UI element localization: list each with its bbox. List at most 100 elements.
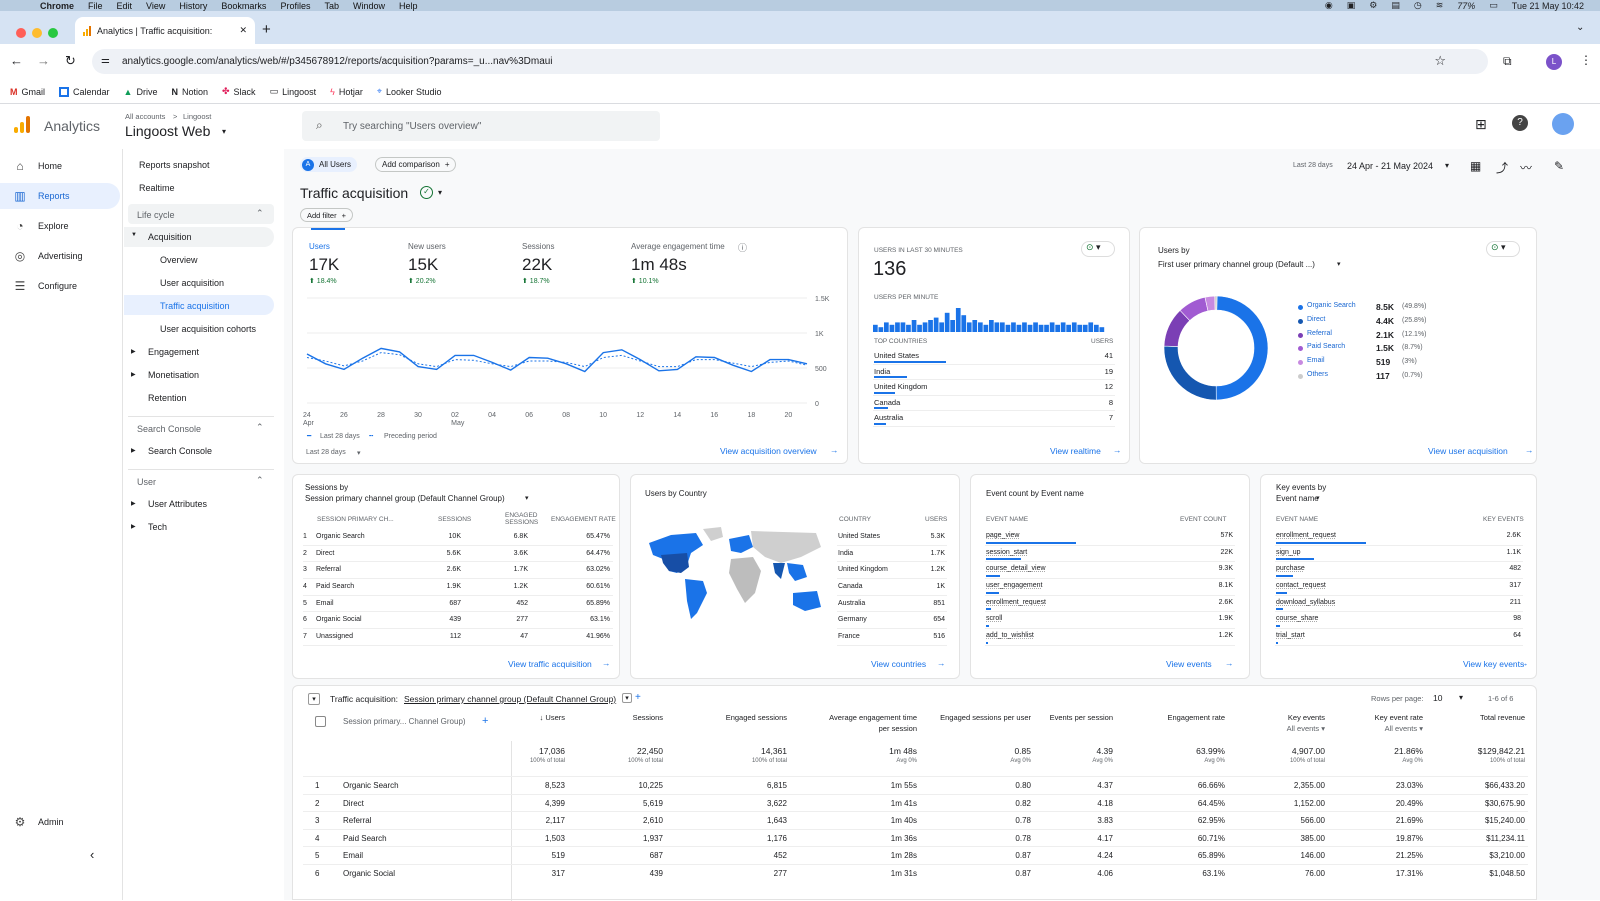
subnav-realtime[interactable]: Realtime — [139, 183, 175, 193]
extensions-icon[interactable]: ⧉ — [1503, 54, 1512, 68]
minimize-window-button[interactable] — [32, 28, 42, 38]
property-dropdown-icon[interactable]: ▾ — [222, 127, 227, 136]
arrow-right-icon[interactable]: → — [602, 658, 611, 668]
metric-tab[interactable]: Users 17K ⬆ 18.4% — [309, 242, 419, 288]
breadcrumb-account[interactable]: Lingoost — [183, 112, 212, 121]
sessions-row[interactable]: 3 Referral 2.6K 1.7K 63.02% — [303, 562, 613, 580]
key-event-row[interactable]: enrollment_request 2.6K — [1275, 529, 1523, 546]
country-row[interactable]: Australia 851 — [837, 596, 947, 613]
arrow-right-icon[interactable]: → — [1113, 445, 1122, 455]
subnav-monetisation[interactable]: Monetisation — [148, 370, 200, 380]
title-status-check-icon[interactable]: ✓ — [420, 186, 433, 199]
bookmark-calendar[interactable]: Calendar — [59, 86, 110, 97]
table-row[interactable]: 2 Direct 4,399 5,619 3,622 1m 41s 0.82 4.18 64.4… — [303, 793, 1528, 812]
menu-profiles[interactable]: Profiles — [280, 0, 311, 11]
sessions-row[interactable]: 5 Email 687 452 65.89% — [303, 596, 613, 613]
view-traffic-acquisition-link[interactable]: View traffic acquisition — [508, 659, 592, 669]
arrow-right-icon[interactable]: → — [1520, 658, 1529, 668]
column-header[interactable]: Key events All events ▾ — [1233, 712, 1325, 734]
help-circle-icon[interactable]: ⓘ — [738, 243, 748, 253]
bookmark-slack[interactable]: ✤ Slack — [222, 86, 256, 97]
column-header[interactable]: Engagement rate — [1133, 712, 1225, 723]
view-events-link[interactable]: View events — [1166, 659, 1212, 669]
menu-file[interactable]: File — [88, 0, 103, 11]
column-header[interactable]: Key event rate All events ▾ — [1331, 712, 1423, 734]
subnav-reports-snapshot[interactable]: Reports snapshot — [139, 160, 210, 170]
subnav-search-console[interactable]: Search Console — [148, 446, 213, 456]
clock[interactable]: Tue 21 May 10:42 — [1511, 0, 1584, 11]
customize-report-icon[interactable]: ▦ — [1470, 159, 1482, 173]
metric-tab[interactable]: Sessions 22K ⬆ 18.7% — [522, 242, 632, 288]
key-event-row[interactable]: contact_request 317 — [1275, 579, 1523, 596]
chrome-menu-icon[interactable]: ⋮ — [1580, 53, 1592, 67]
subnav-user-attributes[interactable]: User Attributes — [148, 499, 208, 509]
site-settings-icon[interactable]: ⚌ — [101, 55, 110, 66]
bookmark-hotjar[interactable]: ϟ Hotjar — [330, 87, 363, 97]
close-window-button[interactable] — [16, 28, 26, 38]
country-row[interactable]: France 516 — [837, 629, 947, 646]
status-check-chip[interactable]: ⊙ ▾ — [1486, 241, 1520, 257]
menu-tab[interactable]: Tab — [324, 0, 339, 11]
subnav-user-acquisition[interactable]: User acquisition — [160, 278, 225, 288]
period-dropdown-icon[interactable]: ▾ — [357, 450, 361, 457]
table-dimension-selector[interactable]: Session primary channel group (Default C… — [404, 694, 617, 704]
table-row[interactable]: 6 Organic Social 317 439 277 1m 31s 0.87 4.06 63… — [303, 863, 1528, 882]
arrow-right-icon[interactable]: → — [937, 658, 946, 668]
arrow-right-icon[interactable]: → — [830, 445, 839, 455]
column-header[interactable]: Engaged sessions — [695, 712, 787, 723]
browser-tab[interactable]: Analytics | Traffic acquisition: ✕ — [75, 17, 255, 44]
view-countries-link[interactable]: View countries — [871, 659, 927, 669]
country-row[interactable]: United Kingdom 1.2K — [837, 562, 947, 580]
close-tab-icon[interactable]: ✕ — [239, 25, 247, 35]
rail-item-reports[interactable]: ▥ Reports — [0, 183, 120, 209]
event-row[interactable]: page_view 57K — [985, 529, 1235, 546]
key-event-row[interactable]: sign_up 1.1K — [1275, 546, 1523, 563]
subnav-retention[interactable]: Retention — [148, 393, 187, 403]
select-all-checkbox[interactable] — [315, 716, 326, 727]
bookmark-star-icon[interactable]: ☆ — [1434, 53, 1446, 68]
metric-tab[interactable]: Average engagement time ⓘ 1m 48s ⬆ 10.1% — [631, 242, 747, 288]
country-row[interactable]: United States 5.3K — [837, 529, 947, 546]
sessions-card-subtitle[interactable]: Session primary channel group (Default C… — [305, 494, 505, 503]
chevron-down-icon[interactable]: ▾ — [1337, 261, 1341, 268]
column-header[interactable]: Engaged sessions per user — [939, 712, 1031, 723]
subnav-overview[interactable]: Overview — [160, 255, 198, 265]
sessions-row[interactable]: 6 Organic Social 439 277 63.1% — [303, 612, 613, 630]
rail-item-explore[interactable]: ◔ Explore — [8, 213, 120, 239]
event-row[interactable]: scroll 1.9K — [985, 612, 1235, 630]
column-header[interactable]: Sessions — [571, 712, 663, 723]
period-selector[interactable]: Last 28 days — [306, 449, 346, 456]
menu-help[interactable]: Help — [398, 0, 418, 11]
event-row[interactable]: session_start 22K — [985, 546, 1235, 563]
time-machine-icon[interactable]: ◷ — [1413, 0, 1422, 10]
breadcrumb-all-accounts[interactable]: All accounts — [125, 112, 166, 121]
view-acquisition-overview-link[interactable]: View acquisition overview — [720, 446, 817, 456]
dimension-dropdown-icon[interactable]: ▾ — [622, 693, 632, 703]
country-row[interactable]: Canada 1K — [837, 579, 947, 596]
apps-grid-icon[interactable]: ⊞ — [1475, 116, 1487, 132]
account-avatar-icon[interactable] — [1552, 113, 1574, 135]
table-row[interactable]: 5 Email 519 687 452 1m 28s 0.87 4.24 65.89% 146.0… — [303, 846, 1528, 864]
view-key-events-link[interactable]: View key events — [1463, 659, 1525, 669]
search-console-section-header[interactable]: Search Console ⌃ — [128, 416, 274, 436]
country-row[interactable]: Germany 654 — [837, 612, 947, 630]
key-event-row[interactable]: trial_start 64 — [1275, 629, 1523, 646]
property-selector[interactable]: Lingoost Web — [125, 123, 211, 139]
column-header[interactable]: Average engagement time per session — [825, 712, 917, 734]
date-range-selector[interactable]: 24 Apr - 21 May 2024 — [1347, 161, 1434, 171]
rail-item-admin[interactable]: ⚙ Admin — [8, 809, 120, 835]
title-dropdown-icon[interactable]: ▾ — [438, 188, 443, 197]
key-event-row[interactable]: download_syllabus 211 — [1275, 596, 1523, 613]
realtime-country-row[interactable]: Canada 8 — [873, 396, 1115, 411]
back-icon[interactable]: ← — [10, 53, 23, 68]
menu-bookmarks[interactable]: Bookmarks — [221, 0, 267, 11]
rows-per-page-select[interactable]: 10 — [1433, 693, 1443, 703]
zoom-window-button[interactable] — [48, 28, 58, 38]
subnav-engagement[interactable]: Engagement — [148, 347, 200, 357]
control-icon[interactable]: ⚙ — [1369, 0, 1378, 10]
status-check-chip[interactable]: ⊙ ▾ — [1081, 241, 1115, 257]
table-collapse-toggle[interactable]: ▾ — [308, 693, 320, 705]
donut-card-subtitle[interactable]: First user primary channel group (Defaul… — [1158, 260, 1315, 269]
wifi-icon[interactable]: ≋ — [1435, 0, 1444, 10]
dimension-column-header[interactable]: Session primary... Channel Group) — [343, 717, 466, 726]
